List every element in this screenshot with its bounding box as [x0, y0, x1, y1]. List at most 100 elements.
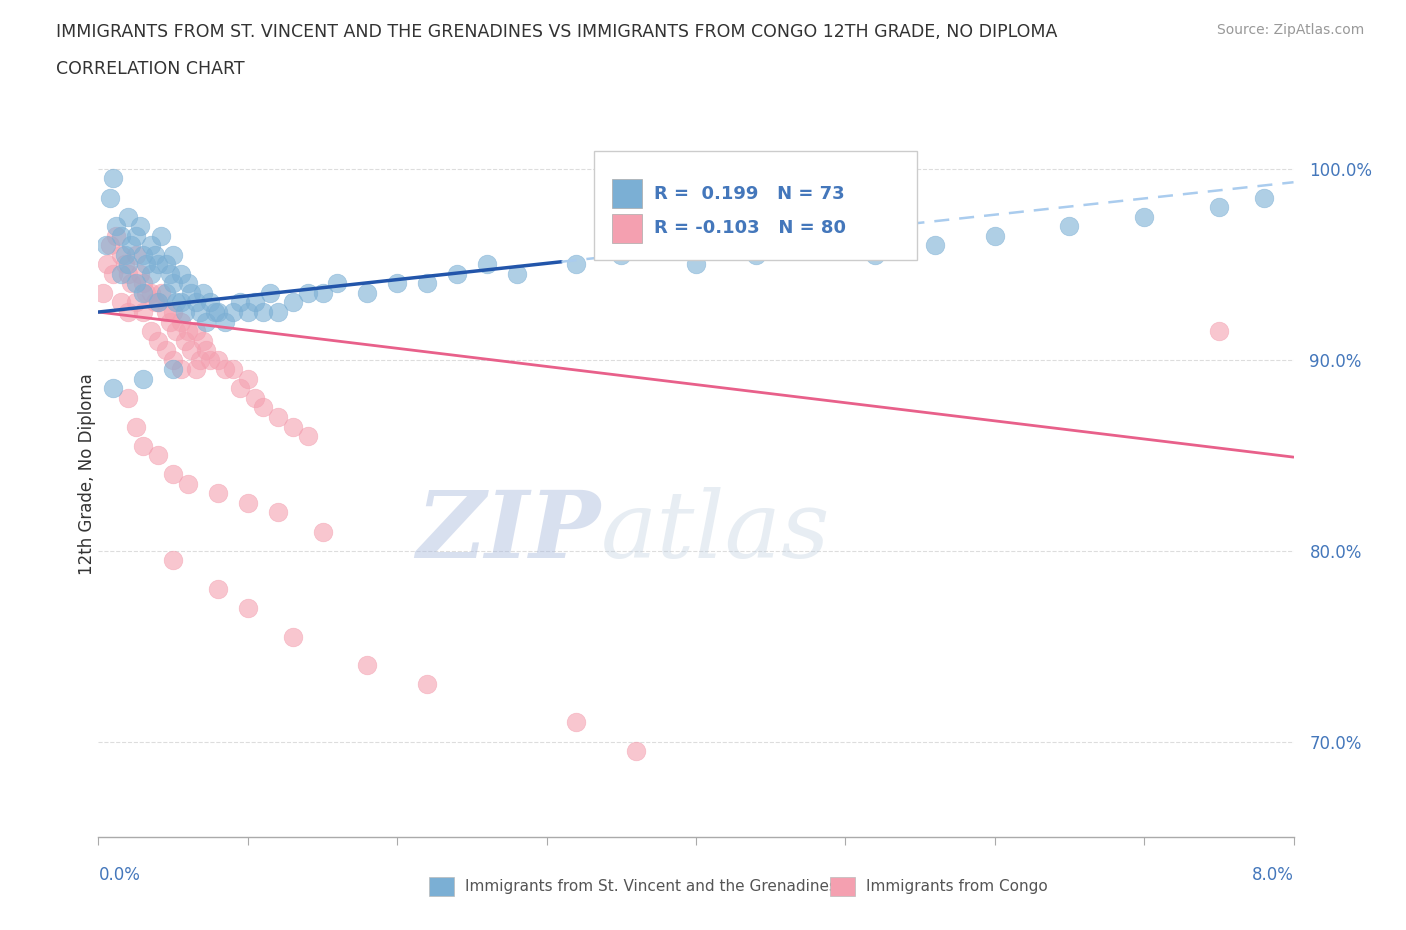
FancyBboxPatch shape [595, 152, 917, 260]
Point [120, 276, 142, 291]
Point [162, 276, 184, 291]
Text: Source: ZipAtlas.com: Source: ZipAtlas.com [1216, 23, 1364, 37]
Point [110, 247, 132, 262]
Point [125, 276, 148, 291]
Point [311, 286, 333, 300]
Point [162, 362, 184, 377]
Point [191, 333, 214, 348]
Point [267, 305, 290, 320]
Point [236, 305, 259, 320]
Point [117, 305, 139, 320]
Point [132, 371, 155, 386]
Text: ZIP: ZIP [416, 487, 600, 578]
Text: CORRELATION CHART: CORRELATION CHART [56, 60, 245, 78]
Point [135, 286, 157, 300]
Point [222, 362, 245, 377]
Point [98, 238, 122, 253]
Point [177, 276, 200, 291]
Point [200, 352, 222, 367]
Point [267, 505, 290, 520]
Text: R = -0.103   N = 80: R = -0.103 N = 80 [654, 219, 846, 237]
Point [165, 295, 187, 310]
Point [245, 295, 267, 310]
Point [565, 715, 588, 730]
Point [297, 429, 319, 444]
Point [169, 266, 191, 281]
Point [148, 447, 170, 462]
Point [281, 419, 304, 434]
Point [311, 525, 333, 539]
Point [1253, 190, 1275, 205]
Point [195, 343, 218, 358]
Point [180, 286, 202, 300]
Point [356, 286, 378, 300]
Point [214, 362, 236, 377]
Point [148, 295, 170, 310]
Point [236, 601, 259, 616]
Point [506, 266, 529, 281]
Point [626, 744, 648, 759]
Point [155, 257, 177, 272]
Point [229, 295, 252, 310]
Point [865, 247, 887, 262]
Point [162, 305, 184, 320]
Point [804, 238, 827, 253]
Point [267, 409, 290, 424]
Point [177, 476, 200, 491]
Point [162, 552, 184, 567]
Point [446, 266, 468, 281]
Point [207, 305, 229, 320]
Point [117, 266, 139, 281]
Point [125, 295, 148, 310]
Point [135, 257, 157, 272]
Point [139, 238, 162, 253]
Text: 0.0%: 0.0% [98, 866, 141, 884]
Point [416, 677, 439, 692]
Point [252, 400, 274, 415]
Point [150, 286, 173, 300]
Point [200, 295, 222, 310]
Point [236, 496, 259, 511]
Point [188, 352, 211, 367]
Point [143, 247, 166, 262]
Point [475, 257, 498, 272]
Point [214, 314, 236, 329]
Point [162, 467, 184, 482]
Point [91, 286, 114, 300]
Point [1059, 219, 1081, 233]
Point [148, 257, 170, 272]
Point [207, 581, 229, 596]
Point [162, 352, 184, 367]
Text: 8.0%: 8.0% [1251, 866, 1294, 884]
Point [259, 286, 281, 300]
Point [204, 305, 226, 320]
Point [162, 247, 184, 262]
Y-axis label: 12th Grade, No Diploma: 12th Grade, No Diploma [79, 374, 96, 575]
Point [110, 295, 132, 310]
Point [565, 257, 588, 272]
Point [207, 486, 229, 501]
Point [174, 305, 197, 320]
Point [222, 305, 245, 320]
Point [117, 391, 139, 405]
Point [125, 247, 148, 262]
Point [1208, 324, 1230, 339]
Point [139, 286, 162, 300]
Point [139, 266, 162, 281]
Point [252, 305, 274, 320]
Point [150, 228, 173, 243]
Point [129, 266, 152, 281]
Point [195, 314, 218, 329]
Point [132, 305, 155, 320]
Point [132, 247, 155, 262]
Point [125, 228, 148, 243]
Text: IMMIGRANTS FROM ST. VINCENT AND THE GRENADINES VS IMMIGRANTS FROM CONGO 12TH GRA: IMMIGRANTS FROM ST. VINCENT AND THE GREN… [56, 23, 1057, 41]
Point [326, 276, 349, 291]
Point [132, 276, 155, 291]
Text: R =  0.199   N = 73: R = 0.199 N = 73 [654, 185, 845, 203]
Point [110, 228, 132, 243]
Point [281, 629, 304, 644]
Point [132, 286, 155, 300]
Point [132, 438, 155, 453]
FancyBboxPatch shape [613, 179, 643, 208]
